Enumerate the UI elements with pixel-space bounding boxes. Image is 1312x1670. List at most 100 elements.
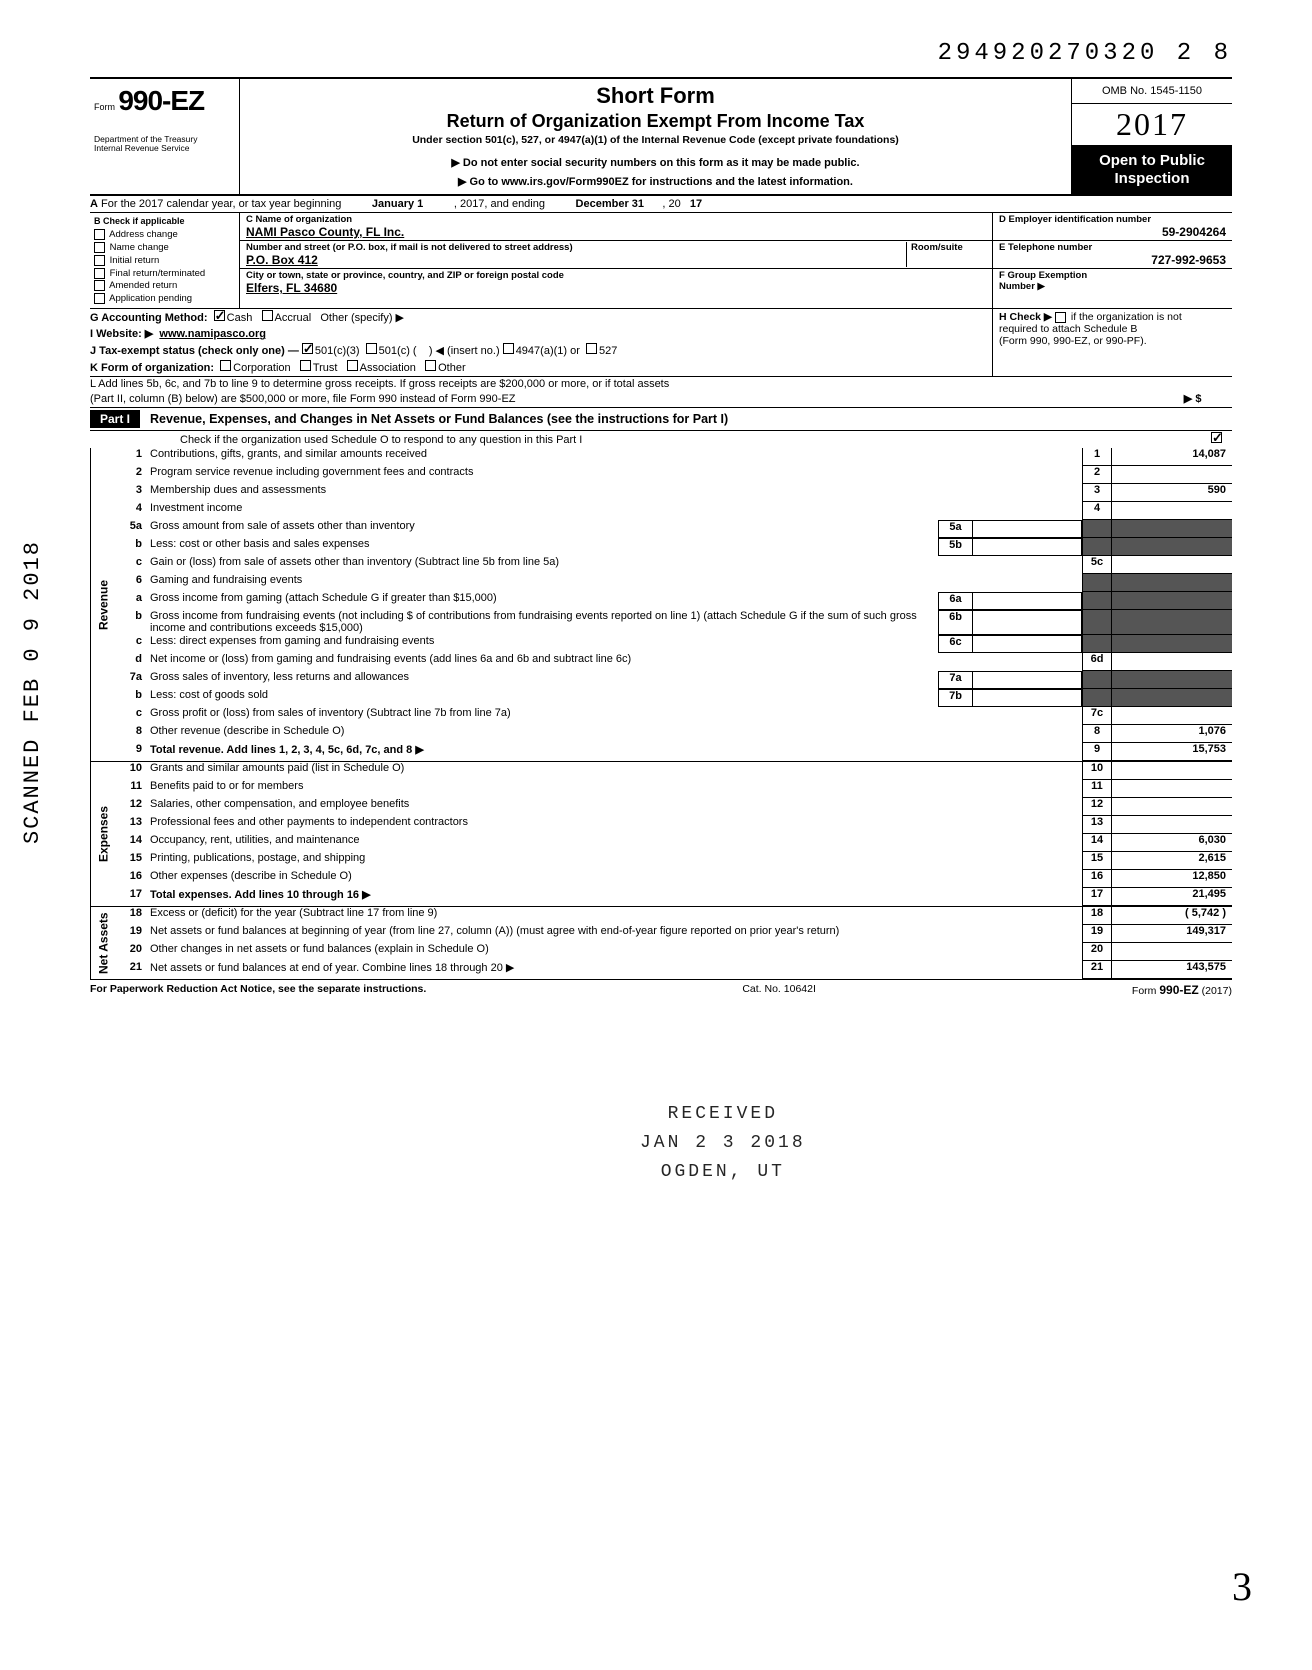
inner-line-value[interactable] bbox=[972, 635, 1082, 653]
right-line-number: 12 bbox=[1082, 798, 1112, 816]
table-row: 9Total revenue. Add lines 1, 2, 3, 4, 5c… bbox=[116, 743, 1232, 761]
right-line-number: 11 bbox=[1082, 780, 1112, 798]
row-number: 11 bbox=[116, 780, 150, 798]
row-description: Total revenue. Add lines 1, 2, 3, 4, 5c,… bbox=[150, 743, 1082, 761]
right-line-number: 18 bbox=[1082, 907, 1112, 925]
right-line-value[interactable]: 1,076 bbox=[1112, 725, 1232, 743]
cb-trust[interactable] bbox=[300, 360, 311, 371]
right-line-value[interactable]: 149,317 bbox=[1112, 925, 1232, 943]
right-line-value[interactable] bbox=[1112, 762, 1232, 780]
cb-527[interactable] bbox=[586, 343, 597, 354]
right-line-value[interactable]: ( 5,742 ) bbox=[1112, 907, 1232, 925]
row-number: b bbox=[116, 538, 150, 556]
row-description: Gross amount from sale of assets other t… bbox=[150, 520, 938, 538]
footer-form-prefix: Form bbox=[1132, 985, 1157, 997]
row-description: Gross income from fundraising events (no… bbox=[150, 610, 938, 635]
cb-501c3[interactable] bbox=[302, 343, 313, 354]
table-row: aGross income from gaming (attach Schedu… bbox=[116, 592, 1232, 610]
inner-line-value[interactable] bbox=[972, 671, 1082, 689]
cb-accrual[interactable] bbox=[262, 310, 273, 321]
right-line-value[interactable] bbox=[1112, 671, 1232, 689]
h3: required to attach Schedule B bbox=[999, 323, 1137, 335]
right-line-value[interactable] bbox=[1112, 592, 1232, 610]
right-line-value[interactable]: 6,030 bbox=[1112, 834, 1232, 852]
row-number: c bbox=[116, 707, 150, 725]
right-line-value[interactable]: 590 bbox=[1112, 484, 1232, 502]
scanned-stamp: SCANNED FEB 0 9 2018 bbox=[20, 540, 45, 844]
right-line-value[interactable] bbox=[1112, 798, 1232, 816]
hint-ssn: ▶ Do not enter social security numbers o… bbox=[248, 156, 1063, 169]
handwritten-page-number: 3 bbox=[1232, 1563, 1252, 1610]
right-line-value[interactable]: 143,575 bbox=[1112, 961, 1232, 979]
cb-cash[interactable] bbox=[214, 310, 225, 321]
cb-corp[interactable] bbox=[220, 360, 231, 371]
cb-schedule-b[interactable] bbox=[1055, 312, 1066, 323]
cb-initial-return[interactable] bbox=[94, 255, 105, 266]
right-line-value[interactable] bbox=[1112, 556, 1232, 574]
right-line-value[interactable]: 12,850 bbox=[1112, 870, 1232, 888]
row-description: Investment income bbox=[150, 502, 1082, 520]
table-row: 21Net assets or fund balances at end of … bbox=[116, 961, 1232, 979]
cb-501c[interactable] bbox=[366, 343, 377, 354]
right-line-number: 7c bbox=[1082, 707, 1112, 725]
right-line-value[interactable] bbox=[1112, 466, 1232, 484]
right-line-value[interactable] bbox=[1112, 635, 1232, 653]
row-a-begin: January 1 bbox=[372, 198, 423, 210]
info-block: B Check if applicable Address change Nam… bbox=[90, 213, 1232, 309]
right-line-value[interactable]: 15,753 bbox=[1112, 743, 1232, 761]
right-line-value[interactable] bbox=[1112, 538, 1232, 556]
cb-name-change[interactable] bbox=[94, 242, 105, 253]
row-number: 9 bbox=[116, 743, 150, 761]
inner-line-number: 7b bbox=[938, 689, 972, 707]
right-line-number bbox=[1082, 520, 1112, 538]
inner-line-value[interactable] bbox=[972, 538, 1082, 556]
table-row: 13Professional fees and other payments t… bbox=[116, 816, 1232, 834]
right-line-value[interactable] bbox=[1112, 707, 1232, 725]
inner-line-value[interactable] bbox=[972, 610, 1082, 635]
right-line-value[interactable]: 21,495 bbox=[1112, 888, 1232, 906]
cb-address-change[interactable] bbox=[94, 229, 105, 240]
right-line-value[interactable] bbox=[1112, 653, 1232, 671]
expenses-section: Expenses 10Grants and similar amounts pa… bbox=[90, 761, 1232, 906]
cb-amended[interactable] bbox=[94, 280, 105, 291]
right-line-value[interactable] bbox=[1112, 689, 1232, 707]
right-line-value[interactable] bbox=[1112, 520, 1232, 538]
row-number: 14 bbox=[116, 834, 150, 852]
g-other: Other (specify) ▶ bbox=[320, 311, 404, 324]
phone-value: 727-992-9653 bbox=[999, 253, 1226, 267]
row-description: Other expenses (describe in Schedule O) bbox=[150, 870, 1082, 888]
right-line-value[interactable] bbox=[1112, 943, 1232, 961]
right-line-value[interactable] bbox=[1112, 574, 1232, 592]
right-line-value[interactable]: 2,615 bbox=[1112, 852, 1232, 870]
cb-other-org[interactable] bbox=[425, 360, 436, 371]
table-row: 8Other revenue (describe in Schedule O)8… bbox=[116, 725, 1232, 743]
right-line-value[interactable]: 14,087 bbox=[1112, 448, 1232, 466]
inner-line-value[interactable] bbox=[972, 689, 1082, 707]
cb-final-return[interactable] bbox=[94, 268, 105, 279]
inner-line-value[interactable] bbox=[972, 592, 1082, 610]
cb-pending[interactable] bbox=[94, 293, 105, 304]
inner-line-value[interactable] bbox=[972, 520, 1082, 538]
row-number: 19 bbox=[116, 925, 150, 943]
row-number: d bbox=[116, 653, 150, 671]
table-row: 4Investment income4 bbox=[116, 502, 1232, 520]
cb-label-4: Amended return bbox=[109, 280, 177, 291]
row-a: A For the 2017 calendar year, or tax yea… bbox=[90, 196, 1232, 213]
cb-4947[interactable] bbox=[503, 343, 514, 354]
right-line-value[interactable] bbox=[1112, 610, 1232, 635]
received-3: OGDEN, UT bbox=[640, 1158, 806, 1187]
right-line-value[interactable] bbox=[1112, 816, 1232, 834]
right-line-number: 10 bbox=[1082, 762, 1112, 780]
table-row: 5aGross amount from sale of assets other… bbox=[116, 520, 1232, 538]
right-line-number: 21 bbox=[1082, 961, 1112, 979]
inner-line-number: 6b bbox=[938, 610, 972, 635]
right-line-value[interactable] bbox=[1112, 780, 1232, 798]
right-line-number: 20 bbox=[1082, 943, 1112, 961]
dln-code: 294920270320 2 8 bbox=[90, 40, 1232, 67]
row-number: 10 bbox=[116, 762, 150, 780]
line-l-arrow: ▶ $ bbox=[1184, 392, 1202, 405]
right-line-value[interactable] bbox=[1112, 502, 1232, 520]
cb-schedule-o[interactable] bbox=[1211, 432, 1222, 443]
cb-assoc[interactable] bbox=[347, 360, 358, 371]
row-number: 17 bbox=[116, 888, 150, 906]
